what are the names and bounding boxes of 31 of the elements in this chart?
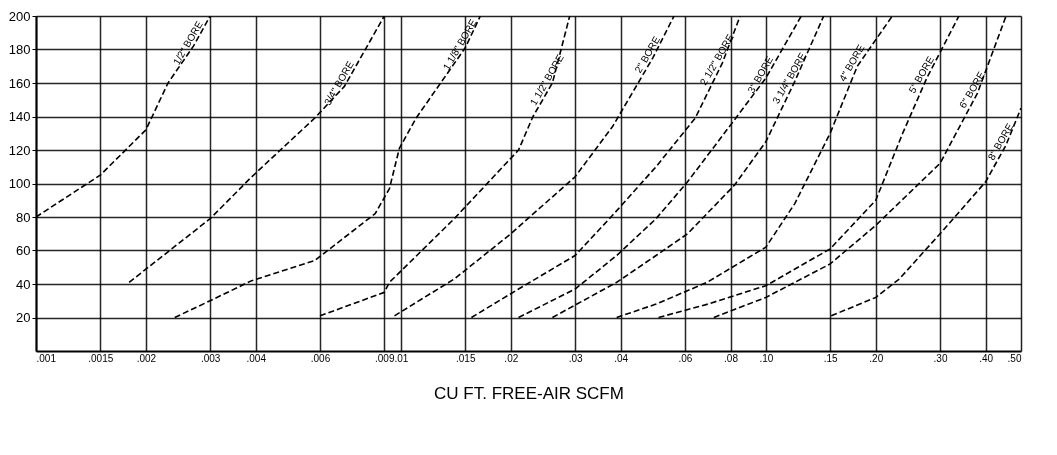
x-tick-label: .009 (375, 352, 395, 364)
x-tick-label: .0015 (88, 352, 114, 364)
x-tick-label: .30 (933, 352, 948, 364)
y-tick-label: 80 (16, 209, 31, 225)
x-tick-label: .003 (200, 352, 221, 364)
x-tick-label: .20 (869, 352, 884, 364)
x-tick-label: .10 (759, 352, 774, 364)
y-tick-label: 20 (16, 310, 31, 325)
y-tick-label: 140 (8, 109, 31, 124)
x-tick-label: .001 (36, 352, 57, 364)
y-tick-label: 100 (8, 176, 31, 191)
x-tick-label: .004 (246, 352, 267, 364)
x-tick-label: .08 (724, 352, 739, 364)
y-tick-label: 160 (8, 75, 31, 91)
y-tick-label: 200 (8, 8, 31, 24)
y-tick-label: 180 (8, 42, 31, 57)
x-tick-label: .02 (504, 352, 519, 364)
y-tick-label: 120 (8, 142, 31, 158)
x-tick-label: .01 (394, 352, 409, 364)
x-tick-label: .03 (568, 352, 583, 364)
x-tick-label: .15 (823, 352, 839, 364)
x-tick-label: .015 (455, 352, 476, 364)
x-tick-label: .40 (979, 352, 994, 364)
x-axis-title: CU FT. FREE-AIR SCFM (434, 383, 624, 403)
x-tick-label: .002 (136, 352, 157, 364)
x-tick-label: .06 (678, 352, 693, 364)
x-tick-label: .50 (1007, 352, 1022, 364)
x-tick-label: .006 (310, 352, 331, 364)
x-tick-label: .04 (614, 352, 629, 364)
y-tick-label: 40 (16, 276, 31, 292)
y-tick-label: 60 (16, 243, 31, 258)
